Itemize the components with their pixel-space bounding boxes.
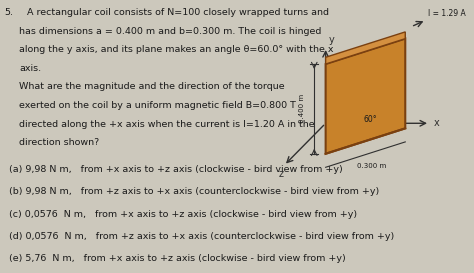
Text: 0.300 m: 0.300 m	[356, 163, 386, 169]
Text: direction shown?: direction shown?	[19, 138, 99, 147]
Text: x: x	[434, 118, 439, 128]
Text: 60°: 60°	[363, 115, 377, 124]
Text: along the y axis, and its plane makes an angle θ=60.0° with the x: along the y axis, and its plane makes an…	[19, 45, 334, 54]
Text: I = 1.29 A: I = 1.29 A	[428, 9, 466, 18]
Text: A rectangular coil consists of N=100 closely wrapped turns and: A rectangular coil consists of N=100 clo…	[27, 8, 329, 17]
Text: (d) 0,0576  N m,   from +z axis to +x axis (counterclockwise - bird view from +y: (d) 0,0576 N m, from +z axis to +x axis …	[9, 232, 395, 241]
Text: (e) 5,76  N m,   from +x axis to +z axis (clockwise - bird view from +y): (e) 5,76 N m, from +x axis to +z axis (c…	[9, 254, 346, 263]
Text: (c) 0,0576  N m,   from +x axis to +z axis (clockwise - bird view from +y): (c) 0,0576 N m, from +x axis to +z axis …	[9, 210, 357, 219]
Text: axis.: axis.	[19, 64, 41, 73]
Text: (a) 9,98 N m,   from +x axis to +z axis (clockwise - bird view from +y): (a) 9,98 N m, from +x axis to +z axis (c…	[9, 165, 343, 174]
Text: What are the magnitude and the direction of the torque: What are the magnitude and the direction…	[19, 82, 284, 91]
Text: exerted on the coil by a uniform magnetic field B=0.800 T: exerted on the coil by a uniform magneti…	[19, 101, 296, 110]
Text: directed along the +x axis when the current is I=1.20 A in the: directed along the +x axis when the curr…	[19, 120, 315, 129]
Text: has dimensions a = 0.400 m and b=0.300 m. The coil is hinged: has dimensions a = 0.400 m and b=0.300 m…	[19, 27, 321, 36]
Text: 0.400 m: 0.400 m	[299, 94, 305, 123]
Text: z: z	[278, 169, 283, 179]
Text: (b) 9,98 N m,   from +z axis to +x axis (counterclockwise - bird view from +y): (b) 9,98 N m, from +z axis to +x axis (c…	[9, 187, 380, 196]
Polygon shape	[326, 32, 405, 64]
Polygon shape	[326, 39, 405, 154]
Text: 5.: 5.	[5, 8, 14, 17]
Text: y: y	[328, 35, 334, 45]
